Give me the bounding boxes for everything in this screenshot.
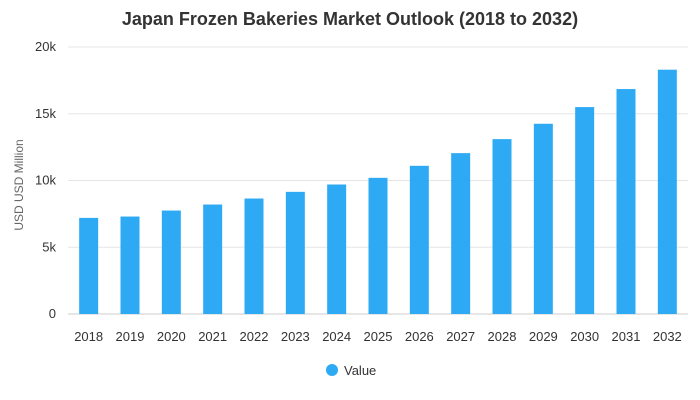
x-tick-label: 2021 (198, 329, 227, 344)
y-tick-label: 10k (35, 173, 56, 188)
x-tick-label: 2020 (157, 329, 186, 344)
x-tick-label: 2023 (281, 329, 310, 344)
chart-title: Japan Frozen Bakeries Market Outlook (20… (121, 9, 579, 29)
y-axis-title: USD USD Million (12, 139, 26, 230)
bar-2029[interactable] (533, 123, 553, 314)
bar-2020[interactable] (161, 210, 181, 314)
legend[interactable]: Value (326, 363, 376, 378)
x-tick-label: 2022 (240, 329, 269, 344)
legend-marker (326, 364, 338, 376)
legend-label: Value (344, 363, 376, 378)
bar-2026[interactable] (409, 165, 429, 314)
bar-2023[interactable] (285, 191, 305, 314)
bar-2028[interactable] (492, 139, 512, 314)
bar-2021[interactable] (203, 204, 223, 314)
x-tick-label: 2018 (74, 329, 103, 344)
bar-2019[interactable] (120, 216, 140, 314)
bar-2025[interactable] (368, 177, 388, 314)
x-tick-label: 2026 (405, 329, 434, 344)
y-tick-label: 0 (49, 306, 56, 321)
bar-2031[interactable] (616, 89, 636, 315)
x-tick-label: 2031 (612, 329, 641, 344)
x-axis-ticks: 2018 2019 2020 2021 2022 2023 2024 2025 2026 2027… (74, 329, 682, 344)
y-tick-label: 15k (35, 106, 56, 121)
bar-2030[interactable] (575, 107, 595, 314)
x-tick-label: 2024 (322, 329, 351, 344)
x-tick-label: 2030 (570, 329, 599, 344)
x-tick-label: 2028 (488, 329, 517, 344)
bar-2027[interactable] (451, 153, 471, 314)
bar-2032[interactable] (657, 69, 677, 314)
bars (79, 69, 677, 315)
bar-2022[interactable] (244, 198, 264, 314)
bar-2018[interactable] (79, 217, 99, 314)
x-tick-label: 2025 (364, 329, 393, 344)
x-tick-label: 2029 (529, 329, 558, 344)
y-tick-label: 5k (42, 239, 56, 254)
bar-2024[interactable] (327, 184, 347, 314)
y-tick-label: 20k (35, 39, 56, 54)
x-tick-label: 2027 (446, 329, 475, 344)
y-axis-ticks: 0 5k 10k 15k 20k (35, 39, 56, 321)
x-tick-label: 2032 (653, 329, 682, 344)
x-tick-label: 2019 (116, 329, 145, 344)
